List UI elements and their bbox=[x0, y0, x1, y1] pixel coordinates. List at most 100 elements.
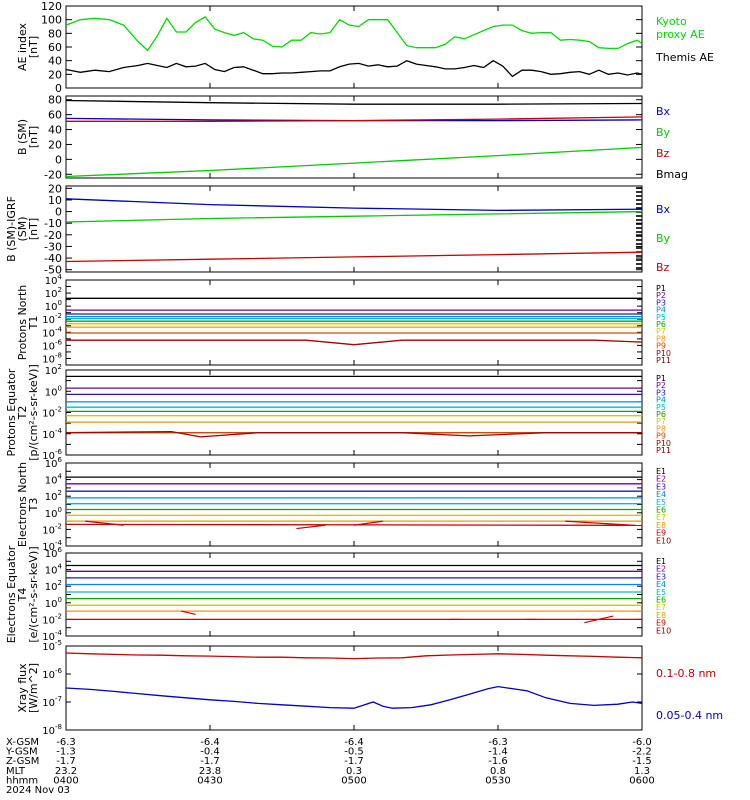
y-axis-label-line: T2 bbox=[16, 406, 29, 421]
y-tick-label: -10 bbox=[44, 217, 62, 230]
y-tick-label: 80 bbox=[48, 27, 62, 40]
y-tick-label: -40 bbox=[44, 252, 62, 265]
y-axis-label-line: [nT] bbox=[27, 126, 40, 148]
legend-p9: P9 bbox=[656, 342, 666, 351]
x-axis-value: 0400 bbox=[53, 775, 78, 786]
legend-p7: P7 bbox=[656, 417, 666, 426]
y-tick-label: 10-5 bbox=[42, 639, 62, 653]
legend-e10: E10 bbox=[656, 626, 671, 635]
legend-p10: P10 bbox=[656, 439, 671, 448]
legend-e9: E9 bbox=[656, 529, 666, 538]
y-tick-label: 60 bbox=[48, 109, 62, 122]
y-tick-label: 102 bbox=[45, 286, 62, 300]
legend-e7: E7 bbox=[656, 513, 666, 522]
x-axis-value: -0.5 bbox=[344, 747, 364, 758]
panel-frame bbox=[65, 185, 643, 273]
legend-e8: E8 bbox=[656, 521, 666, 530]
legend-e8: E8 bbox=[656, 611, 666, 620]
x-axis-value: 0430 bbox=[197, 775, 222, 786]
series-p10 bbox=[65, 430, 642, 438]
y-axis-label-line: (SM) bbox=[16, 216, 29, 241]
y-axis-label-line: [e/(cm²-s-sr-keV)] bbox=[27, 546, 40, 642]
y-tick-label: 10-6 bbox=[42, 338, 62, 352]
y-tick-label: -50 bbox=[44, 264, 62, 277]
legend-by: By bbox=[656, 126, 671, 139]
series-by bbox=[65, 210, 643, 223]
legend-e1: E1 bbox=[656, 557, 666, 566]
legend-e5: E5 bbox=[656, 588, 666, 597]
y-axis-label-line: [nT] bbox=[27, 218, 40, 240]
y-tick-label: 10-4 bbox=[42, 427, 62, 441]
y-tick-label: 20 bbox=[48, 138, 62, 151]
legend-p4: P4 bbox=[656, 396, 666, 405]
panel-7: 10-4 10-2 100 102 104 106 Electrons EquatorT4[… bbox=[5, 545, 671, 643]
y-axis-label: AE index[nT] bbox=[16, 22, 40, 71]
y-tick-label: 106 bbox=[45, 546, 63, 560]
y-tick-label: 120 bbox=[41, 0, 62, 13]
y-tick-label: 100 bbox=[45, 299, 62, 313]
legend-p10: P10 bbox=[656, 349, 671, 358]
legend-p7: P7 bbox=[656, 327, 666, 336]
y-tick-label: -30 bbox=[44, 240, 62, 253]
y-axis-label-line: B (SM) bbox=[16, 119, 29, 155]
y-axis-label-line: AE index bbox=[16, 22, 29, 71]
legend-p11: P11 bbox=[656, 356, 671, 365]
x-axis-value: -0.4 bbox=[200, 747, 220, 758]
x-axis-value: -6.3 bbox=[488, 737, 508, 748]
series-kyoto-proxy-ae bbox=[65, 16, 643, 52]
y-tick-label: 10-6 bbox=[42, 667, 62, 681]
y-tick-label: 106 bbox=[45, 456, 63, 470]
y-tick-label: 102 bbox=[45, 489, 62, 503]
x-axis-value: -1.7 bbox=[344, 756, 364, 767]
series-bz bbox=[65, 251, 643, 263]
legend-e4: E4 bbox=[656, 580, 666, 589]
y-tick-label: 100 bbox=[41, 14, 62, 27]
fragment-segment bbox=[181, 610, 196, 616]
y-tick-label: 104 bbox=[45, 273, 63, 287]
x-axis-value: -6.0 bbox=[632, 737, 652, 748]
y-tick-label: 10-4 bbox=[42, 629, 62, 643]
legend-bx: Bx bbox=[656, 203, 671, 216]
y-axis-label: B (SM)[nT] bbox=[16, 119, 40, 155]
legend-p8: P8 bbox=[656, 424, 666, 433]
legend-bz: Bz bbox=[656, 261, 670, 274]
series-0-05-0-4-nm bbox=[65, 685, 643, 709]
y-tick-label: 10 bbox=[48, 194, 62, 207]
legend-e6: E6 bbox=[656, 506, 666, 515]
y-tick-label: 104 bbox=[45, 563, 63, 577]
y-tick-label: 10-8 bbox=[42, 351, 62, 365]
x-axis-value: 0.3 bbox=[346, 766, 362, 777]
y-axis-label-line: T4 bbox=[16, 588, 29, 603]
legend-p9: P9 bbox=[656, 432, 666, 441]
y-tick-label: 80 bbox=[48, 94, 62, 107]
legend-p4: P4 bbox=[656, 306, 666, 315]
panel-frame bbox=[65, 5, 643, 89]
x-axis-value: 0530 bbox=[485, 775, 510, 786]
panel-frame bbox=[65, 369, 643, 456]
y-tick-label: -20 bbox=[44, 168, 62, 181]
y-tick-label: 10-2 bbox=[42, 312, 62, 326]
fragment-segment bbox=[85, 520, 124, 526]
y-tick-label: 10-8 bbox=[42, 723, 62, 737]
y-axis-label-line: Xray flux bbox=[16, 663, 29, 713]
y-tick-label: 104 bbox=[45, 473, 63, 487]
x-axis-value: 0600 bbox=[629, 775, 654, 786]
legend-e6: E6 bbox=[656, 596, 666, 605]
y-axis-label-line: B (SM)-IGRF bbox=[5, 196, 18, 262]
legend-p3: P3 bbox=[656, 388, 666, 397]
x-axis-value: -1.7 bbox=[200, 756, 220, 767]
y-tick-label: 100 bbox=[45, 596, 62, 610]
x-axis-value: 23.8 bbox=[199, 766, 221, 777]
legend-p2: P2 bbox=[656, 291, 666, 300]
x-axis-row-label: hhmm bbox=[6, 775, 38, 786]
x-axis-value: -1.7 bbox=[56, 756, 76, 767]
legend-p6: P6 bbox=[656, 320, 666, 329]
legend-e2: E2 bbox=[656, 565, 666, 574]
legend-p1: P1 bbox=[656, 374, 666, 383]
legend-bx: Bx bbox=[656, 105, 671, 118]
x-axis-date: 2024 Nov 03 bbox=[6, 785, 70, 796]
y-tick-label: 10-2 bbox=[42, 406, 62, 420]
panel-frame bbox=[65, 462, 643, 547]
